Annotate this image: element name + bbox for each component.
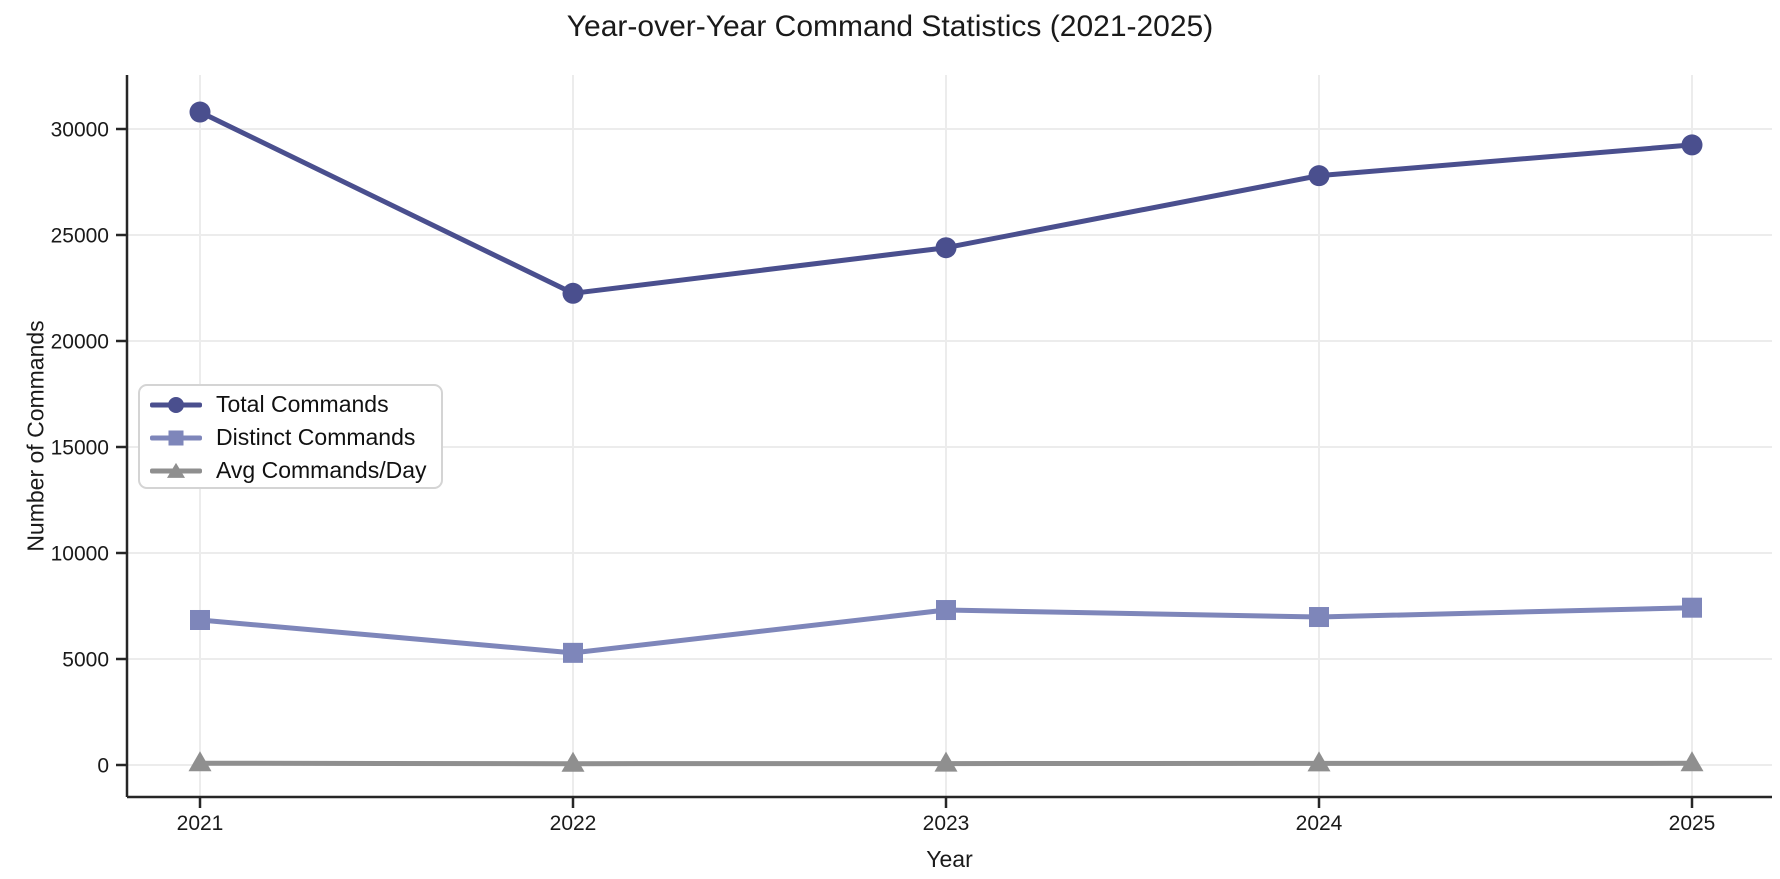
legend-item-distinct-commands: Distinct Commands <box>150 421 441 454</box>
x-tick-label: 2024 <box>1296 812 1343 835</box>
x-tick-label: 2021 <box>177 812 224 835</box>
square-data-marker <box>936 600 956 621</box>
triangle-data-marker <box>188 751 212 772</box>
legend-item-avg-commands-day: Avg Commands/Day <box>150 454 441 487</box>
legend: Total Commands Distinct Commands Avg Com… <box>138 384 443 489</box>
circle-marker-icon <box>168 396 184 413</box>
y-tick-label: 0 <box>97 755 109 778</box>
legend-swatch <box>150 395 202 415</box>
legend-swatch <box>150 428 202 448</box>
circle-data-marker <box>1308 165 1330 187</box>
square-data-marker <box>1309 607 1329 628</box>
legend-swatch <box>150 461 202 481</box>
y-tick-label: 25000 <box>51 225 109 248</box>
legend-label: Distinct Commands <box>216 424 416 450</box>
triangle-data-marker <box>1680 751 1704 772</box>
square-data-marker <box>1682 597 1702 618</box>
circle-data-marker <box>562 282 584 304</box>
square-data-marker <box>563 642 583 663</box>
series-total-commands <box>189 101 1703 304</box>
circle-data-marker <box>935 237 957 259</box>
y-tick-label: 5000 <box>62 649 109 672</box>
triangle-data-marker <box>561 751 585 772</box>
x-tick-label: 2022 <box>550 812 597 835</box>
legend-label: Total Commands <box>216 391 389 417</box>
legend-label: Avg Commands/Day <box>216 457 427 483</box>
legend-item-total-commands: Total Commands <box>150 388 441 421</box>
circle-data-marker <box>189 101 211 123</box>
square-marker-icon <box>168 430 184 445</box>
axis-ticks <box>116 127 1694 808</box>
y-tick-label: 20000 <box>51 331 109 354</box>
x-tick-label: 2025 <box>1669 812 1716 835</box>
triangle-data-marker <box>1307 751 1331 772</box>
series-distinct-commands <box>190 597 1702 663</box>
y-tick-label: 15000 <box>51 437 109 460</box>
y-tick-label: 30000 <box>51 119 109 142</box>
chart-title: Year-over-Year Command Statistics (2021-… <box>566 10 1214 43</box>
x-tick-label: 2023 <box>923 812 970 835</box>
y-tick-label: 10000 <box>51 543 109 566</box>
circle-data-marker <box>1681 134 1703 156</box>
x-axis-label: Year <box>926 846 973 872</box>
square-data-marker <box>190 609 210 630</box>
tick-labels: 0 5000 10000 15000 20000 25000 30000 2021 2022 20… <box>51 119 1716 836</box>
series-avg-commands-day <box>188 751 1704 772</box>
axis-spines <box>125 75 1772 799</box>
y-axis-label: Number of Commands <box>22 320 49 552</box>
triangle-marker-icon <box>167 462 185 478</box>
triangle-data-marker <box>934 751 958 772</box>
